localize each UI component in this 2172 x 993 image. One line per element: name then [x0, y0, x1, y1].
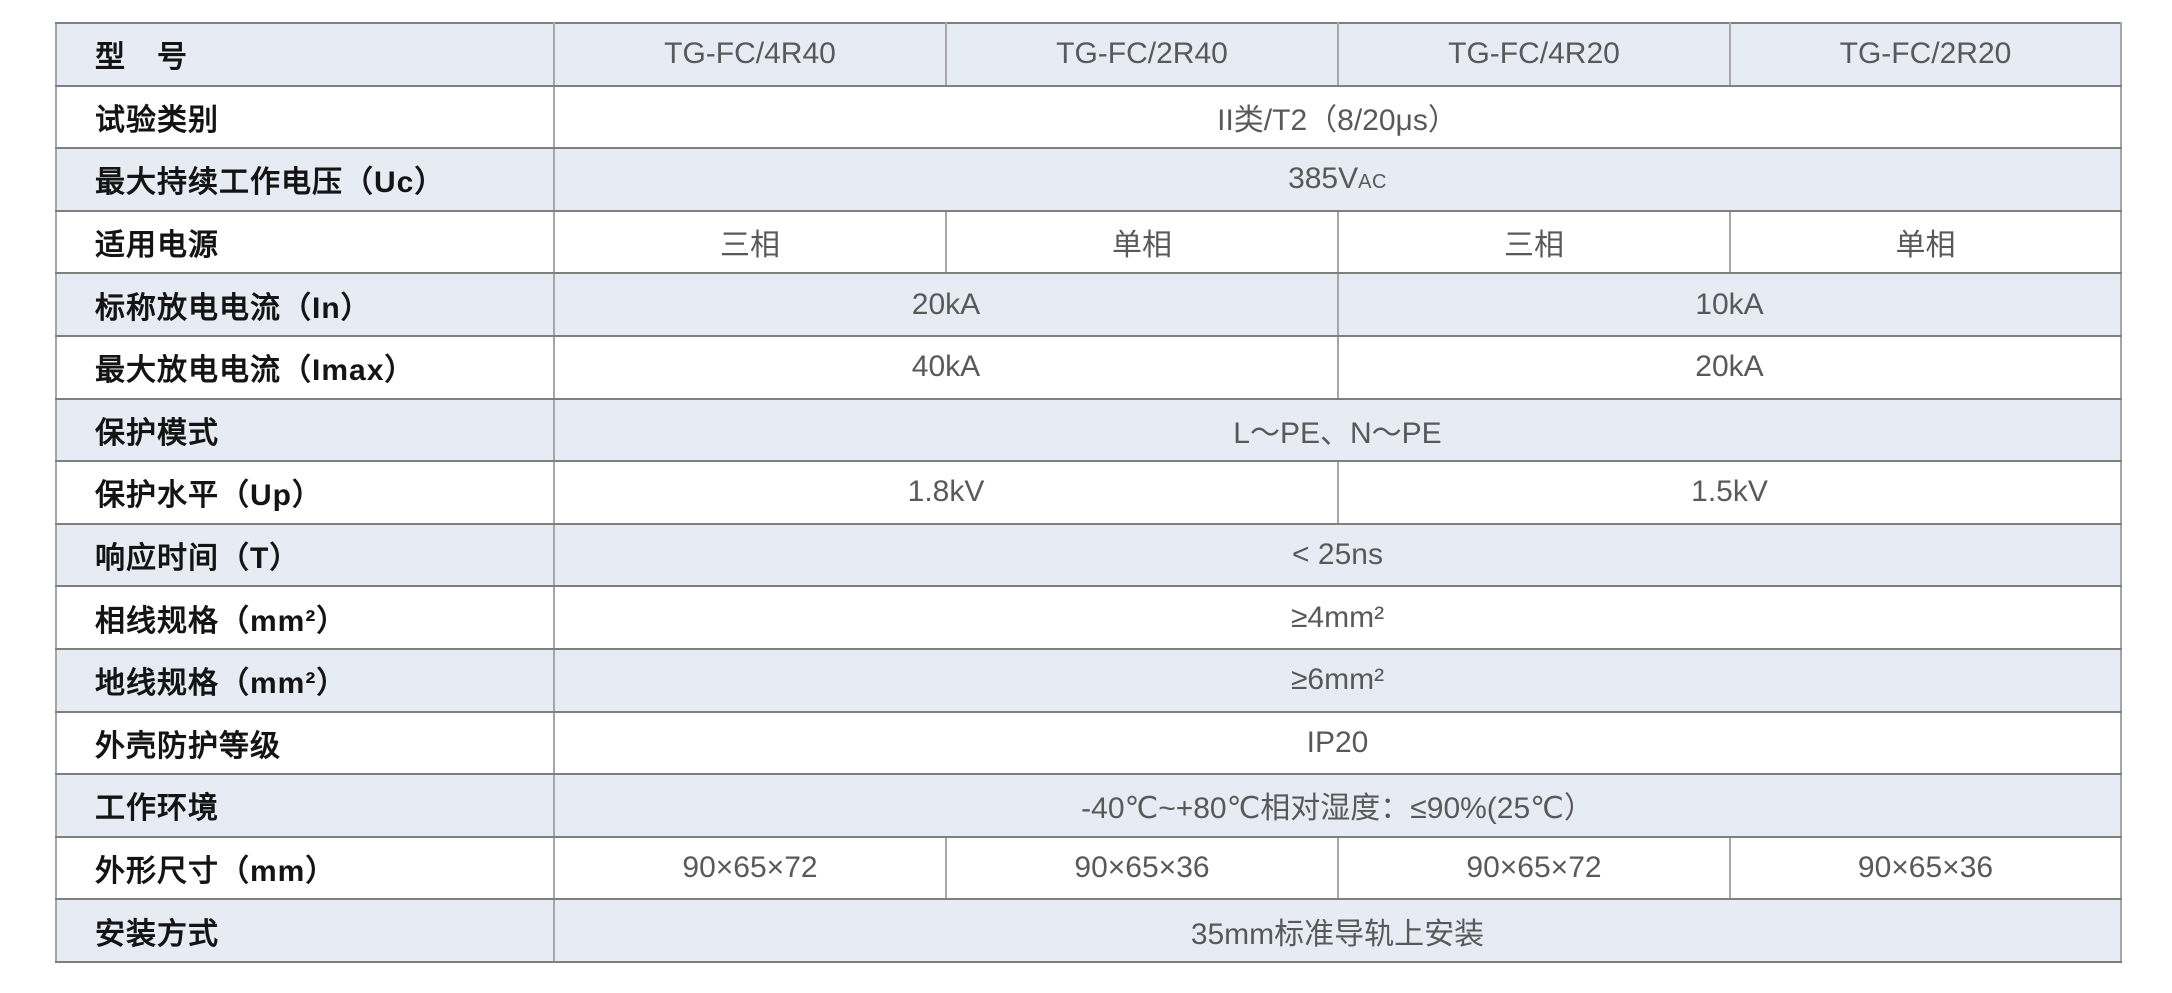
spec-table: 型 号 TG-FC/4R40 TG-FC/2R40 TG-FC/4R20 TG-… — [55, 22, 2122, 963]
spec-label-phase-wire-spec: 相线规格（mm²） — [55, 585, 555, 650]
spec-value-cell: 20kA — [1337, 334, 2122, 400]
spec-label-enclosure-rating: 外壳防护等级 — [55, 710, 555, 776]
spec-value-cell: < 25ns — [553, 522, 2122, 588]
table-row-model: 型 号 TG-FC/4R40 TG-FC/2R40 TG-FC/4R20 TG-… — [55, 22, 2122, 87]
table-row-max-voltage: 最大持续工作电压（Uc） 385VAC — [55, 147, 2122, 212]
spec-value-cell: 单相 — [945, 209, 1339, 275]
spec-value-cell: IP20 — [553, 710, 2122, 776]
spec-value-cell: 90×65×72 — [553, 835, 947, 901]
spec-value-cell: ≥6mm² — [553, 647, 2122, 713]
table-row-mounting: 安装方式 35mm标准导轨上安装 — [55, 898, 2122, 963]
table-row-max-current: 最大放电电流（Imax） 40kA 20kA — [55, 334, 2122, 400]
spec-label-test-class: 试验类别 — [55, 84, 555, 150]
spec-value-cell: ≥4mm² — [553, 585, 2122, 650]
spec-value-cell: 三相 — [553, 209, 947, 275]
spec-value-cell: 40kA — [553, 334, 1339, 400]
spec-label-protection-level: 保护水平（Up） — [55, 460, 555, 525]
spec-label-nominal-current: 标称放电电流（In） — [55, 272, 555, 337]
spec-label-max-current: 最大放电电流（Imax） — [55, 334, 555, 400]
spec-label-ground-wire-spec: 地线规格（mm²） — [55, 647, 555, 713]
spec-value-cell: 20kA — [553, 272, 1339, 337]
spec-label-dimensions: 外形尺寸（mm） — [55, 835, 555, 901]
spec-value-cell: 385VAC — [553, 147, 2122, 212]
spec-label-power-source: 适用电源 — [55, 209, 555, 275]
spec-value-cell: L～PE、N～PE — [553, 397, 2122, 463]
table-row-power-source: 适用电源 三相 单相 三相 单相 — [55, 209, 2122, 275]
spec-label-response-time: 响应时间（T） — [55, 522, 555, 588]
table-row-dimensions: 外形尺寸（mm） 90×65×72 90×65×36 90×65×72 90×6… — [55, 835, 2122, 901]
model-header-cell: TG-FC/2R40 — [945, 22, 1339, 87]
table-row-response-time: 响应时间（T） < 25ns — [55, 522, 2122, 588]
spec-value-cell: 90×65×36 — [1729, 835, 2122, 901]
model-header-cell: TG-FC/2R20 — [1729, 22, 2122, 87]
table-row-protection-mode: 保护模式 L～PE、N～PE — [55, 397, 2122, 463]
table-row-phase-wire-spec: 相线规格（mm²） ≥4mm² — [55, 585, 2122, 650]
table-row-nominal-current: 标称放电电流（In） 20kA 10kA — [55, 272, 2122, 337]
spec-value-cell: 35mm标准导轨上安装 — [553, 898, 2122, 963]
spec-value-cell: 90×65×36 — [945, 835, 1339, 901]
spec-value-cell: 10kA — [1337, 272, 2122, 337]
spec-value-cell: 三相 — [1337, 209, 1731, 275]
spec-value-cell: II类/T2（8/20μs） — [553, 84, 2122, 150]
spec-label-model: 型 号 — [55, 22, 555, 87]
voltage-unit-suffix: AC — [1358, 171, 1387, 194]
spec-value-cell: 单相 — [1729, 209, 2122, 275]
spec-label-mounting: 安装方式 — [55, 898, 555, 963]
table-row-test-class: 试验类别 II类/T2（8/20μs） — [55, 84, 2122, 150]
model-header-cell: TG-FC/4R20 — [1337, 22, 1731, 87]
table-row-protection-level: 保护水平（Up） 1.8kV 1.5kV — [55, 460, 2122, 525]
spec-value-cell: 1.5kV — [1337, 460, 2122, 525]
voltage-value: 385V — [1288, 162, 1359, 196]
spec-label-protection-mode: 保护模式 — [55, 397, 555, 463]
spec-label-operating-environment: 工作环境 — [55, 773, 555, 838]
spec-value-cell: -40℃~+80℃相对湿度：≤90%(25℃） — [553, 773, 2122, 838]
spec-value-cell: 1.8kV — [553, 460, 1339, 525]
table-row-operating-environment: 工作环境 -40℃~+80℃相对湿度：≤90%(25℃） — [55, 773, 2122, 838]
model-header-cell: TG-FC/4R40 — [553, 22, 947, 87]
table-row-enclosure-rating: 外壳防护等级 IP20 — [55, 710, 2122, 776]
spec-label-max-voltage: 最大持续工作电压（Uc） — [55, 147, 555, 212]
table-row-ground-wire-spec: 地线规格（mm²） ≥6mm² — [55, 647, 2122, 713]
spec-value-cell: 90×65×72 — [1337, 835, 1731, 901]
